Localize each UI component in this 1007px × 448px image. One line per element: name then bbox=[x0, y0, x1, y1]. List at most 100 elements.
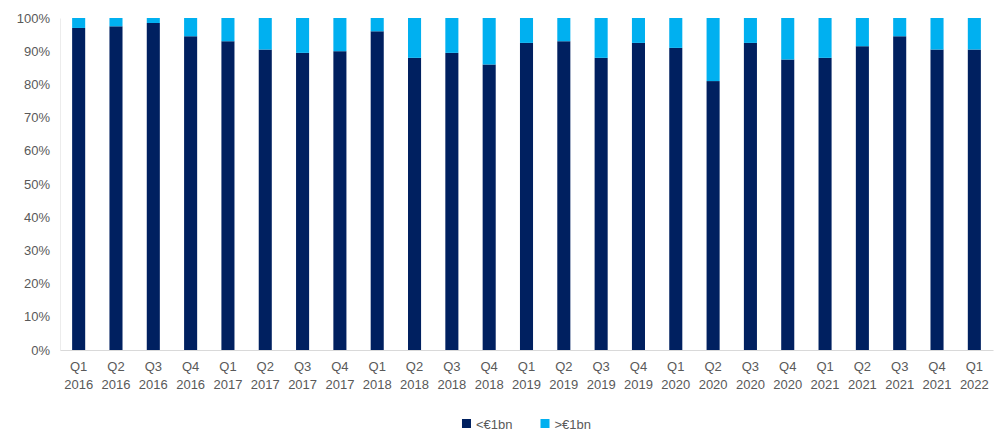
bar-segment bbox=[184, 18, 197, 36]
series bbox=[72, 18, 981, 81]
x-tick-label: Q42019 bbox=[624, 359, 653, 392]
y-tick: 40% bbox=[24, 210, 60, 225]
y-tick-label: 90% bbox=[24, 44, 50, 59]
y-tick: 0% bbox=[31, 343, 60, 358]
legend: <€1bn >€1bn bbox=[462, 417, 591, 432]
chart: 0%10%20%30%40%50%60%70%80%90%100%Q12016Q… bbox=[0, 0, 1007, 448]
y-tick: 60% bbox=[24, 143, 60, 158]
legend-label: <€1bn bbox=[476, 417, 513, 432]
bar-segment bbox=[781, 18, 794, 60]
bar-segment bbox=[632, 18, 645, 43]
bar-segment bbox=[520, 18, 533, 43]
y-tick-label: 40% bbox=[24, 210, 50, 225]
bar-segment bbox=[72, 18, 85, 28]
bar-segment bbox=[109, 18, 122, 26]
legend-swatch bbox=[541, 419, 550, 428]
x-tick: Q32017 bbox=[288, 359, 317, 392]
x-tick-label: Q32016 bbox=[139, 359, 168, 392]
bar-segment bbox=[296, 18, 309, 53]
y-tick-label: 80% bbox=[24, 77, 50, 92]
y-tick: 10% bbox=[24, 309, 60, 324]
bar-segment bbox=[408, 58, 421, 350]
y-tick: 90% bbox=[24, 44, 60, 59]
bar-segment bbox=[296, 53, 309, 350]
bar-segment bbox=[520, 43, 533, 350]
x-tick: Q42021 bbox=[923, 359, 952, 392]
y-tick: 50% bbox=[24, 177, 60, 192]
bar-segment bbox=[595, 18, 608, 58]
x-tick-label: Q22018 bbox=[400, 359, 429, 392]
bar-segment bbox=[483, 18, 496, 64]
x-tick: Q12021 bbox=[811, 359, 840, 392]
bar-segment bbox=[557, 41, 570, 350]
x-tick-label: Q22020 bbox=[699, 359, 728, 392]
x-tick: Q22020 bbox=[699, 359, 728, 392]
x-tick-label: Q22019 bbox=[549, 359, 578, 392]
legend-label: >€1bn bbox=[555, 417, 592, 432]
x-tick: Q42020 bbox=[773, 359, 802, 392]
y-tick: 80% bbox=[24, 77, 60, 92]
x-axis: Q12016 Q22016 Q32016 Q42016 Q12017 Q22017 Q320… bbox=[61, 351, 994, 392]
bar-segment bbox=[744, 18, 757, 43]
x-tick: Q12018 bbox=[363, 359, 392, 392]
bar-segment bbox=[968, 18, 981, 50]
y-tick-label: 10% bbox=[24, 309, 50, 324]
y-tick-label: 70% bbox=[24, 110, 50, 125]
y-tick: 100% bbox=[17, 11, 60, 26]
y-tick: 30% bbox=[24, 243, 60, 258]
x-tick: Q32021 bbox=[885, 359, 914, 392]
bar-segment bbox=[445, 18, 458, 53]
x-tick-label: Q42016 bbox=[176, 359, 205, 392]
x-tick: Q22018 bbox=[400, 359, 429, 392]
x-tick: Q42019 bbox=[624, 359, 653, 392]
bar-segment bbox=[333, 51, 346, 350]
bar-segment bbox=[371, 18, 384, 31]
bar-segment bbox=[930, 18, 943, 50]
bar-segment bbox=[707, 81, 720, 350]
bar-segment bbox=[184, 36, 197, 350]
bar-segment bbox=[893, 36, 906, 350]
y-tick-label: 100% bbox=[17, 11, 51, 26]
x-tick-label: Q12018 bbox=[363, 359, 392, 392]
plot-area: 0%10%20%30%40%50%60%70%80%90%100%Q12016Q… bbox=[17, 11, 994, 392]
x-tick: Q42018 bbox=[475, 359, 504, 392]
bar-segment bbox=[557, 18, 570, 41]
x-tick: Q12022 bbox=[960, 359, 989, 392]
x-tick-label: Q22016 bbox=[102, 359, 131, 392]
bar-segment bbox=[109, 26, 122, 350]
bar-segment bbox=[819, 58, 832, 350]
x-tick-label: Q32019 bbox=[587, 359, 616, 392]
x-tick: Q22021 bbox=[848, 359, 877, 392]
bar-segment bbox=[930, 50, 943, 350]
x-tick-label: Q12020 bbox=[661, 359, 690, 392]
bar-segment bbox=[669, 18, 682, 48]
x-tick-label: Q32020 bbox=[736, 359, 765, 392]
x-tick-label: Q12016 bbox=[64, 359, 93, 392]
x-tick: Q12017 bbox=[213, 359, 242, 392]
legend-item: >€1bn bbox=[541, 417, 592, 432]
bar-segment bbox=[744, 43, 757, 350]
x-tick: Q12016 bbox=[64, 359, 93, 392]
x-tick-label: Q32017 bbox=[288, 359, 317, 392]
x-tick: Q22017 bbox=[251, 359, 280, 392]
bar-segment bbox=[669, 48, 682, 350]
bar-segment bbox=[72, 28, 85, 350]
x-tick: Q22016 bbox=[102, 359, 131, 392]
bar-segment bbox=[483, 64, 496, 350]
y-tick-label: 20% bbox=[24, 276, 50, 291]
x-tick-label: Q42020 bbox=[773, 359, 802, 392]
bar-segment bbox=[259, 50, 272, 350]
y-axis: 0% 10% 20% 30% 40% 50% 60% 70% 80% 90% 100% bbox=[17, 11, 61, 358]
bar-segment bbox=[333, 18, 346, 51]
x-tick: Q12019 bbox=[512, 359, 541, 392]
x-tick-label: Q42017 bbox=[325, 359, 354, 392]
bar-segment bbox=[445, 53, 458, 350]
x-tick: Q32018 bbox=[437, 359, 466, 392]
y-tick-label: 50% bbox=[24, 177, 50, 192]
x-tick-label: Q32021 bbox=[885, 359, 914, 392]
x-tick-label: Q42018 bbox=[475, 359, 504, 392]
bar-segment bbox=[893, 18, 906, 36]
bar-segment bbox=[221, 41, 234, 350]
x-tick: Q12020 bbox=[661, 359, 690, 392]
y-axis-line bbox=[60, 19, 61, 351]
